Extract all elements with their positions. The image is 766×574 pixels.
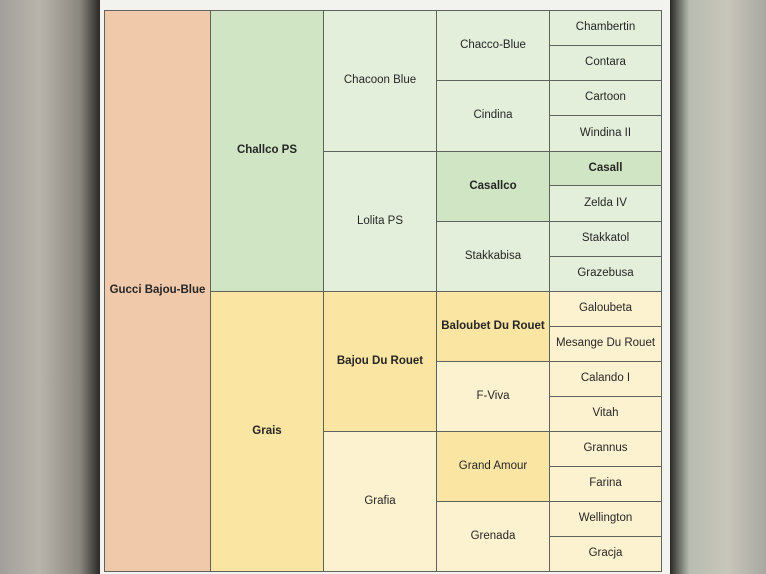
gen5-ancestor: Galoubeta	[549, 291, 662, 327]
paternal-grandsire: Chacoon Blue	[323, 10, 437, 152]
gen5-ancestor: Cartoon	[549, 80, 662, 116]
root-horse: Gucci Bajou-Blue	[104, 10, 211, 572]
gen4-ancestor: Baloubet Du Rouet	[436, 291, 550, 362]
gen4-ancestor: Chacco-Blue	[436, 10, 550, 81]
maternal-granddam: Grafia	[323, 431, 437, 572]
gen5-ancestor: Mesange Du Rouet	[549, 326, 662, 362]
background-left	[0, 0, 100, 574]
gen4-ancestor: F-Viva	[436, 361, 550, 432]
gen5-ancestor: Wellington	[549, 501, 662, 537]
gen4-ancestor: Stakkabisa	[436, 221, 550, 292]
gen5-ancestor: Grannus	[549, 431, 662, 467]
gen4-ancestor: Grenada	[436, 501, 550, 572]
gen5-ancestor: Vitah	[549, 396, 662, 432]
gen4-ancestor: Casallco	[436, 151, 550, 222]
pedigree-chart: Gucci Bajou-Blue Challco PS Grais Chacoo…	[100, 0, 670, 574]
gen4-ancestor: Cindina	[436, 80, 550, 152]
gen5-ancestor: Casall	[549, 151, 662, 186]
background-right	[670, 0, 766, 574]
paternal-granddam: Lolita PS	[323, 151, 437, 292]
maternal-grandsire: Bajou Du Rouet	[323, 291, 437, 432]
sire: Challco PS	[210, 10, 324, 292]
gen5-ancestor: Stakkatol	[549, 221, 662, 257]
gen5-ancestor: Gracja	[549, 536, 662, 572]
gen5-ancestor: Contara	[549, 45, 662, 81]
gen5-ancestor: Grazebusa	[549, 256, 662, 292]
gen5-ancestor: Zelda IV	[549, 185, 662, 222]
dam: Grais	[210, 291, 324, 572]
gen5-ancestor: Chambertin	[549, 10, 662, 46]
gen5-ancestor: Windina II	[549, 115, 662, 152]
gen4-ancestor: Grand Amour	[436, 431, 550, 502]
gen5-ancestor: Calando I	[549, 361, 662, 397]
gen5-ancestor: Farina	[549, 466, 662, 502]
